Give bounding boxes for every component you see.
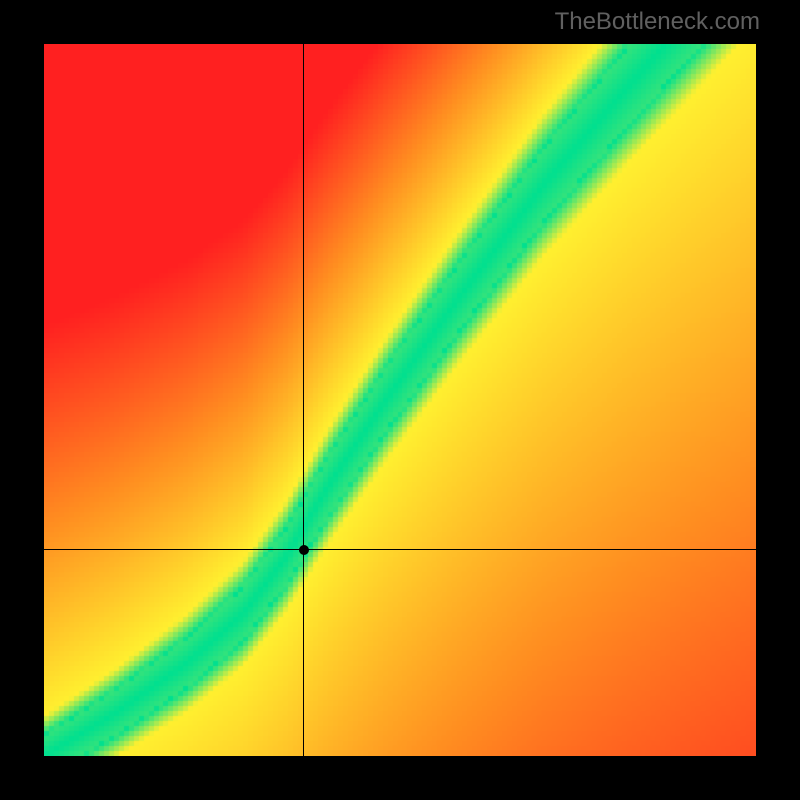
crosshair-horizontal: [44, 549, 756, 550]
watermark-text: TheBottleneck.com: [555, 8, 760, 36]
plot-area: [44, 44, 756, 756]
crosshair-vertical: [303, 44, 304, 756]
heatmap-canvas: [44, 44, 756, 756]
chart-container: TheBottleneck.com: [0, 0, 800, 800]
crosshair-marker: [299, 545, 309, 555]
